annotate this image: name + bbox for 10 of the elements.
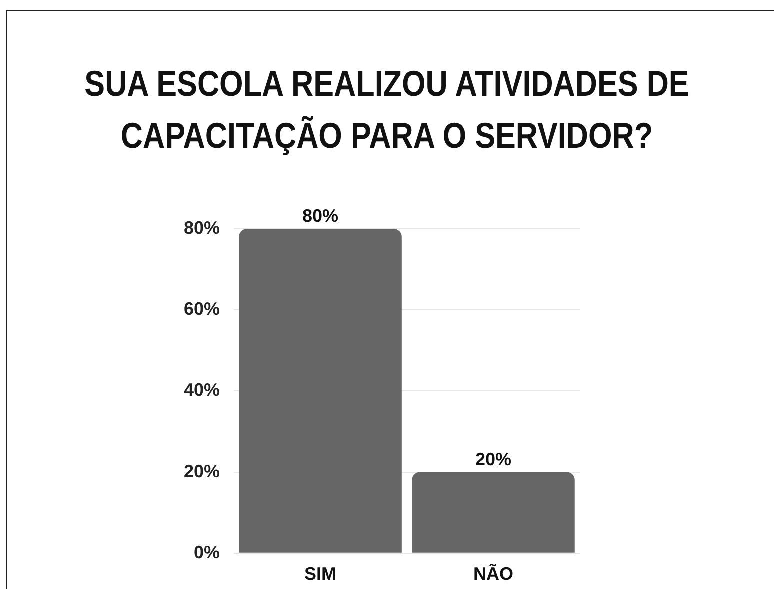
x-tick-label: NÃO	[474, 563, 514, 584]
y-tick-label: 20%	[184, 461, 220, 482]
data-label: 20%	[475, 449, 512, 470]
y-tick-label: 80%	[184, 218, 220, 238]
y-tick-label: 0%	[194, 542, 220, 562]
chart-title: SUA ESCOLA REALIZOU ATIVIDADES DE CAPACITAÇÃO PARA O SERVIDOR?	[84, 62, 690, 158]
data-label: 80%	[302, 206, 339, 226]
x-tick-label: SIM	[304, 564, 337, 584]
y-tick-label: 40%	[184, 380, 220, 400]
y-tick-label: 60%	[184, 299, 220, 320]
